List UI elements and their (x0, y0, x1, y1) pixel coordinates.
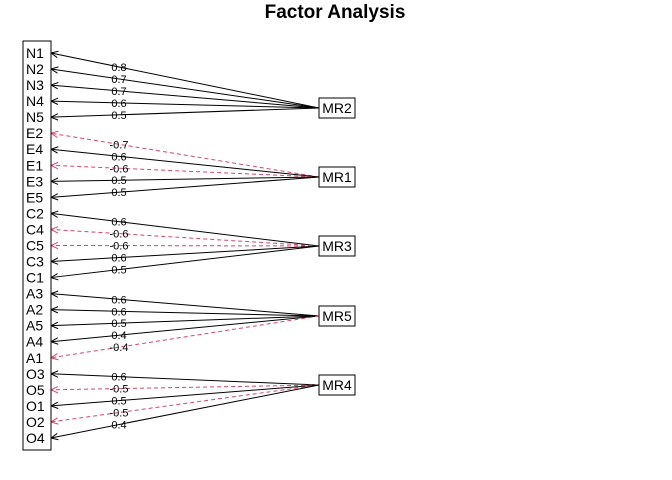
arrowhead-mr1-e2 (49, 130, 59, 138)
variable-label-e4: E4 (26, 141, 43, 157)
variable-label-o3: O3 (26, 366, 45, 382)
variable-label-e2: E2 (26, 125, 43, 141)
edge-mr3-c4 (50, 228, 320, 247)
loading-mr3-c5: -0.6 (110, 241, 129, 253)
edge-mr2-n5 (50, 107, 320, 118)
edge-mr5-a5 (50, 315, 320, 327)
loading-mr2-n4: 0.6 (111, 98, 126, 110)
variable-label-c1: C1 (26, 270, 44, 286)
variable-label-a4: A4 (26, 334, 43, 350)
loading-mr1-e1: -0.6 (110, 163, 129, 175)
loading-mr2-n5: 0.5 (111, 110, 126, 122)
variable-label-o5: O5 (26, 382, 45, 398)
factor-label-mr2: MR2 (322, 100, 352, 116)
variable-label-a5: A5 (26, 318, 43, 334)
variable-label-c4: C4 (26, 221, 44, 237)
edge-mr1-e5 (50, 176, 320, 198)
loading-mr5-a2: 0.6 (111, 306, 126, 318)
edge-mr4-o3 (50, 373, 320, 386)
loading-mr3-c1: 0.5 (111, 265, 126, 277)
loading-mr2-n1: 0.8 (111, 62, 126, 74)
edge-mr5-a4 (50, 315, 320, 343)
loading-mr3-c3: 0.6 (111, 253, 126, 265)
edge-mr3-c3 (50, 245, 320, 263)
variable-label-n4: N4 (26, 93, 44, 109)
edge-mr4-o2 (50, 384, 320, 423)
edge-mr3-c2 (50, 212, 320, 247)
loading-mr2-n2: 0.7 (111, 74, 126, 86)
edge-mr5-a3 (50, 293, 320, 317)
edge-mr3-c1 (50, 245, 320, 279)
loading-mr4-o3: 0.6 (111, 372, 126, 384)
variable-label-a1: A1 (26, 350, 43, 366)
edge-mr5-a1 (50, 315, 320, 359)
loading-mr4-o4: 0.4 (111, 420, 126, 432)
loading-mr5-a5: 0.5 (111, 318, 126, 330)
loading-mr5-a1: -0.4 (110, 342, 129, 354)
edge-mr3-c5 (50, 244, 320, 247)
variable-label-a2: A2 (26, 302, 43, 318)
edge-mr2-n3 (50, 84, 320, 109)
factor-label-mr4: MR4 (322, 377, 352, 393)
factor-label-mr3: MR3 (322, 238, 352, 254)
variable-label-o2: O2 (26, 414, 45, 430)
edge-mr1-e4 (50, 148, 320, 178)
variable-label-e3: E3 (26, 173, 43, 189)
edge-mr4-o5 (50, 384, 320, 391)
factor-node-mr1 (318, 166, 356, 188)
loading-mr5-a4: 0.4 (111, 330, 126, 342)
edge-mr4-o1 (50, 384, 320, 407)
loading-mr1-e3: 0.5 (111, 175, 126, 187)
edge-mr2-n1 (50, 52, 320, 109)
variable-label-e5: E5 (26, 189, 43, 205)
variable-label-o4: O4 (26, 430, 45, 446)
factor-nodes: MR2 MR1 MR3 MR5 MR4 (318, 97, 356, 396)
edge-mr4-o4 (50, 384, 320, 439)
variable-column-frame (22, 40, 52, 451)
loading-mr3-c2: 0.6 (111, 217, 126, 229)
edge-mr5-a2 (50, 309, 320, 317)
factor-label-mr1: MR1 (322, 169, 352, 185)
factor-node-mr2 (318, 97, 356, 119)
variable-label-e1: E1 (26, 157, 43, 173)
variable-label-c3: C3 (26, 254, 44, 270)
variable-label-n1: N1 (26, 45, 44, 61)
loading-mr1-e5: 0.5 (111, 187, 126, 199)
loading-mr4-o1: 0.5 (111, 396, 126, 408)
diagram-title: Factor Analysis (265, 2, 406, 23)
loading-labels: 0.80.70.70.60.5-0.70.6-0.60.50.50.6-0.6-… (110, 62, 129, 432)
loading-mr4-o5: -0.5 (110, 384, 129, 396)
edge-mr2-n2 (50, 68, 320, 109)
factor-node-mr3 (318, 235, 356, 257)
loading-mr4-o2: -0.5 (110, 408, 129, 420)
variable-label-n2: N2 (26, 61, 44, 77)
variable-column: N1N2N3N4N5E2E4E1E3E5C2C4C5C3C1A3A2A5A4A1… (22, 40, 52, 451)
loading-mr2-n3: 0.7 (111, 86, 126, 98)
loading-edges (49, 50, 320, 441)
factor-node-mr4 (318, 374, 356, 396)
loading-mr1-e2: -0.7 (110, 139, 129, 151)
loading-mr5-a3: 0.6 (111, 294, 126, 306)
loading-mr1-e4: 0.6 (111, 151, 126, 163)
edge-mr1-e3 (50, 176, 320, 182)
variable-label-c5: C5 (26, 237, 44, 253)
factor-label-mr5: MR5 (322, 308, 352, 324)
factor-node-mr5 (318, 305, 356, 327)
edge-mr2-n4 (50, 100, 320, 109)
edge-mr1-e1 (50, 164, 320, 178)
variable-label-o1: O1 (26, 398, 45, 414)
variable-label-n5: N5 (26, 109, 44, 125)
variable-label-n3: N3 (26, 77, 44, 93)
edge-mr1-e2 (50, 132, 320, 178)
loading-mr3-c4: -0.6 (110, 229, 129, 241)
variable-label-c2: C2 (26, 205, 44, 221)
variable-label-a3: A3 (26, 286, 43, 302)
